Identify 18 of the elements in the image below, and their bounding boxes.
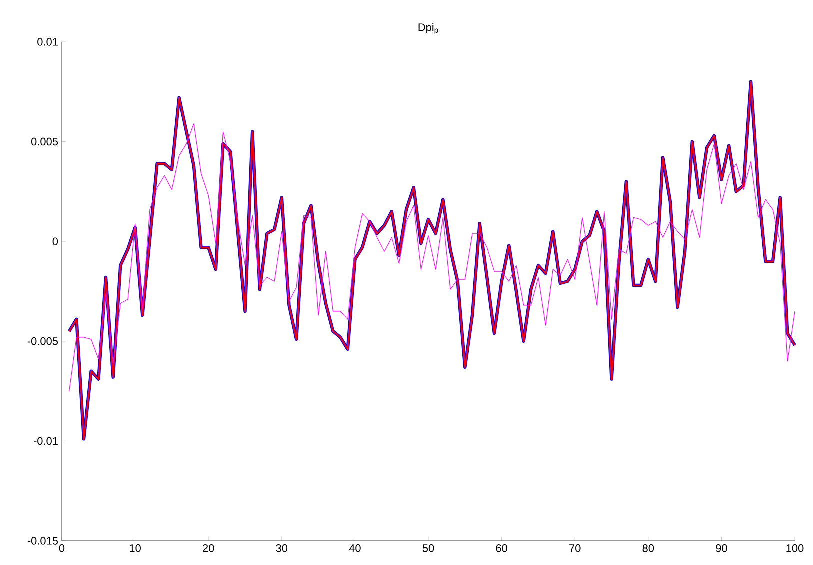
x-tick-label: 90 <box>716 544 728 552</box>
x-tick-label: 0 <box>59 544 65 552</box>
x-tick-label: 80 <box>642 544 654 552</box>
x-tick-label: 100 <box>786 544 804 552</box>
x-tick-label: 20 <box>203 544 214 552</box>
x-tick-label: 40 <box>349 544 361 552</box>
chart-title: Dpi$_{p}$ <box>418 23 438 34</box>
x-tick-label: 30 <box>276 544 288 552</box>
x-tick-label: 50 <box>422 544 434 552</box>
y-tick-label: 0.005 <box>31 138 58 146</box>
y-tick-label: -0.015 <box>28 537 58 545</box>
x-tick-label: 60 <box>496 544 508 552</box>
y-tick-label: -0.01 <box>34 437 58 446</box>
y-tick-label: 0.01 <box>38 38 58 46</box>
y-tick-label: 0 <box>52 238 58 246</box>
x-tick-label: 10 <box>130 544 141 552</box>
y-tick-label: -0.005 <box>28 338 58 346</box>
x-tick-label: 70 <box>570 544 581 552</box>
